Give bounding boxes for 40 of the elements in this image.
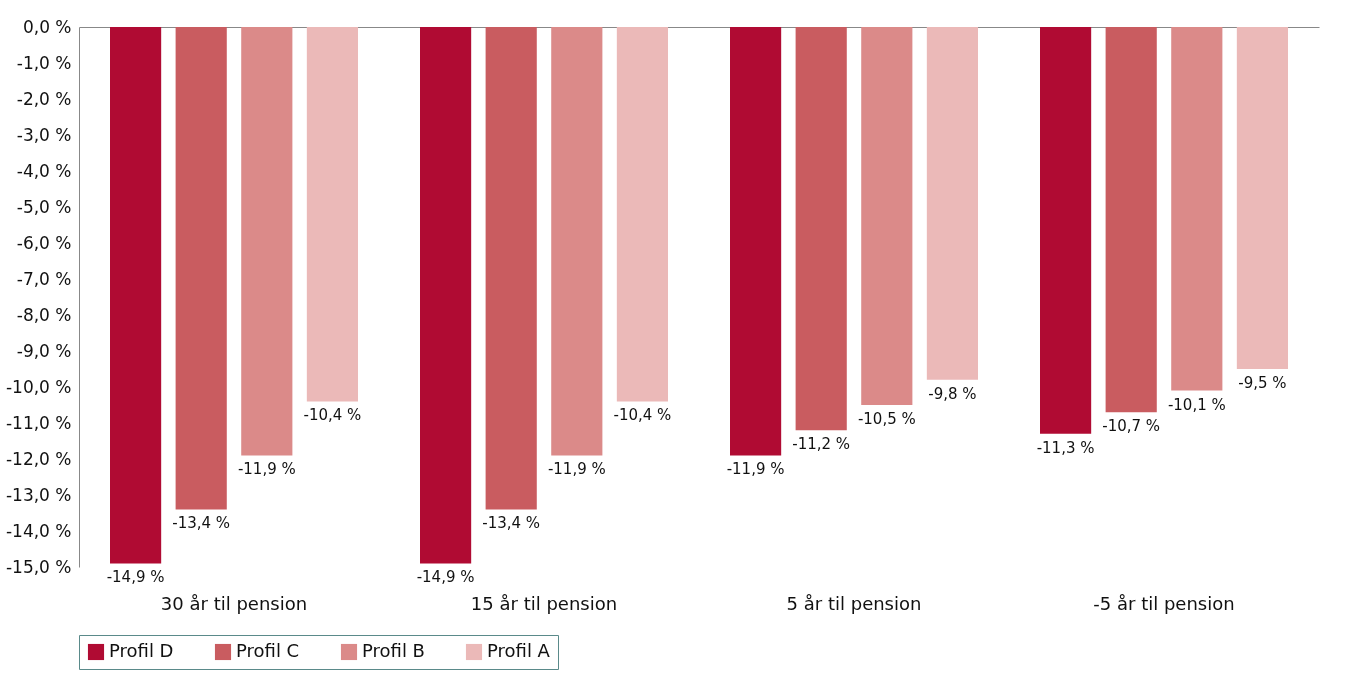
- data-label: -9,5 %: [1238, 374, 1287, 392]
- x-tick-label: 15 år til pension: [470, 592, 618, 614]
- x-tick-label: 30 år til pension: [160, 592, 308, 614]
- y-tick-label: -4,0 %: [16, 160, 72, 181]
- data-label: -10,5 %: [857, 410, 916, 428]
- y-tick-label: -8,0 %: [16, 304, 72, 325]
- y-tick-label: -15,0 %: [5, 556, 72, 577]
- y-tick-label: 0,0 %: [22, 16, 72, 37]
- data-label: -11,3 %: [1036, 438, 1095, 457]
- y-tick-label: -14,0 %: [5, 520, 72, 541]
- data-label: -11,9 %: [726, 460, 785, 479]
- y-tick-label: -9,0 %: [16, 340, 72, 361]
- data-label: -10,4 %: [613, 406, 672, 425]
- data-label: -14,9 %: [106, 568, 165, 587]
- legend-label: Profil A: [487, 640, 551, 661]
- data-label: -11,9 %: [237, 460, 296, 479]
- data-label: -10,4 %: [303, 406, 362, 425]
- data-label: -11,9 %: [547, 460, 606, 479]
- data-label: -11,2 %: [792, 435, 851, 454]
- y-tick-label: -5,0 %: [16, 196, 72, 217]
- y-tick-label: -10,0 %: [5, 376, 72, 397]
- y-tick-label: -2,0 %: [16, 88, 72, 109]
- y-tick-label: -11,0 %: [5, 412, 72, 433]
- y-tick-label: -7,0 %: [16, 268, 72, 289]
- data-label: -13,4 %: [172, 514, 231, 533]
- legend-label: Profil C: [236, 640, 300, 661]
- data-label: -9,8 %: [928, 384, 977, 403]
- x-tick-label: -5 år til pension: [1093, 592, 1235, 614]
- data-label: -13,4 %: [482, 514, 541, 533]
- y-tick-label: -12,0 %: [5, 448, 72, 469]
- y-tick-label: -3,0 %: [16, 124, 72, 145]
- data-label: -14,9 %: [416, 568, 475, 587]
- y-tick-label: -1,0 %: [16, 52, 72, 73]
- y-tick-label: -6,0 %: [16, 232, 72, 253]
- legend-label: Profil B: [362, 640, 425, 661]
- legend-label: Profil D: [109, 640, 174, 661]
- data-label: -10,7 %: [1102, 417, 1161, 436]
- x-tick-label: 5 år til pension: [786, 592, 922, 614]
- data-label: -10,1 %: [1167, 395, 1226, 414]
- y-tick-label: -13,0 %: [5, 484, 72, 505]
